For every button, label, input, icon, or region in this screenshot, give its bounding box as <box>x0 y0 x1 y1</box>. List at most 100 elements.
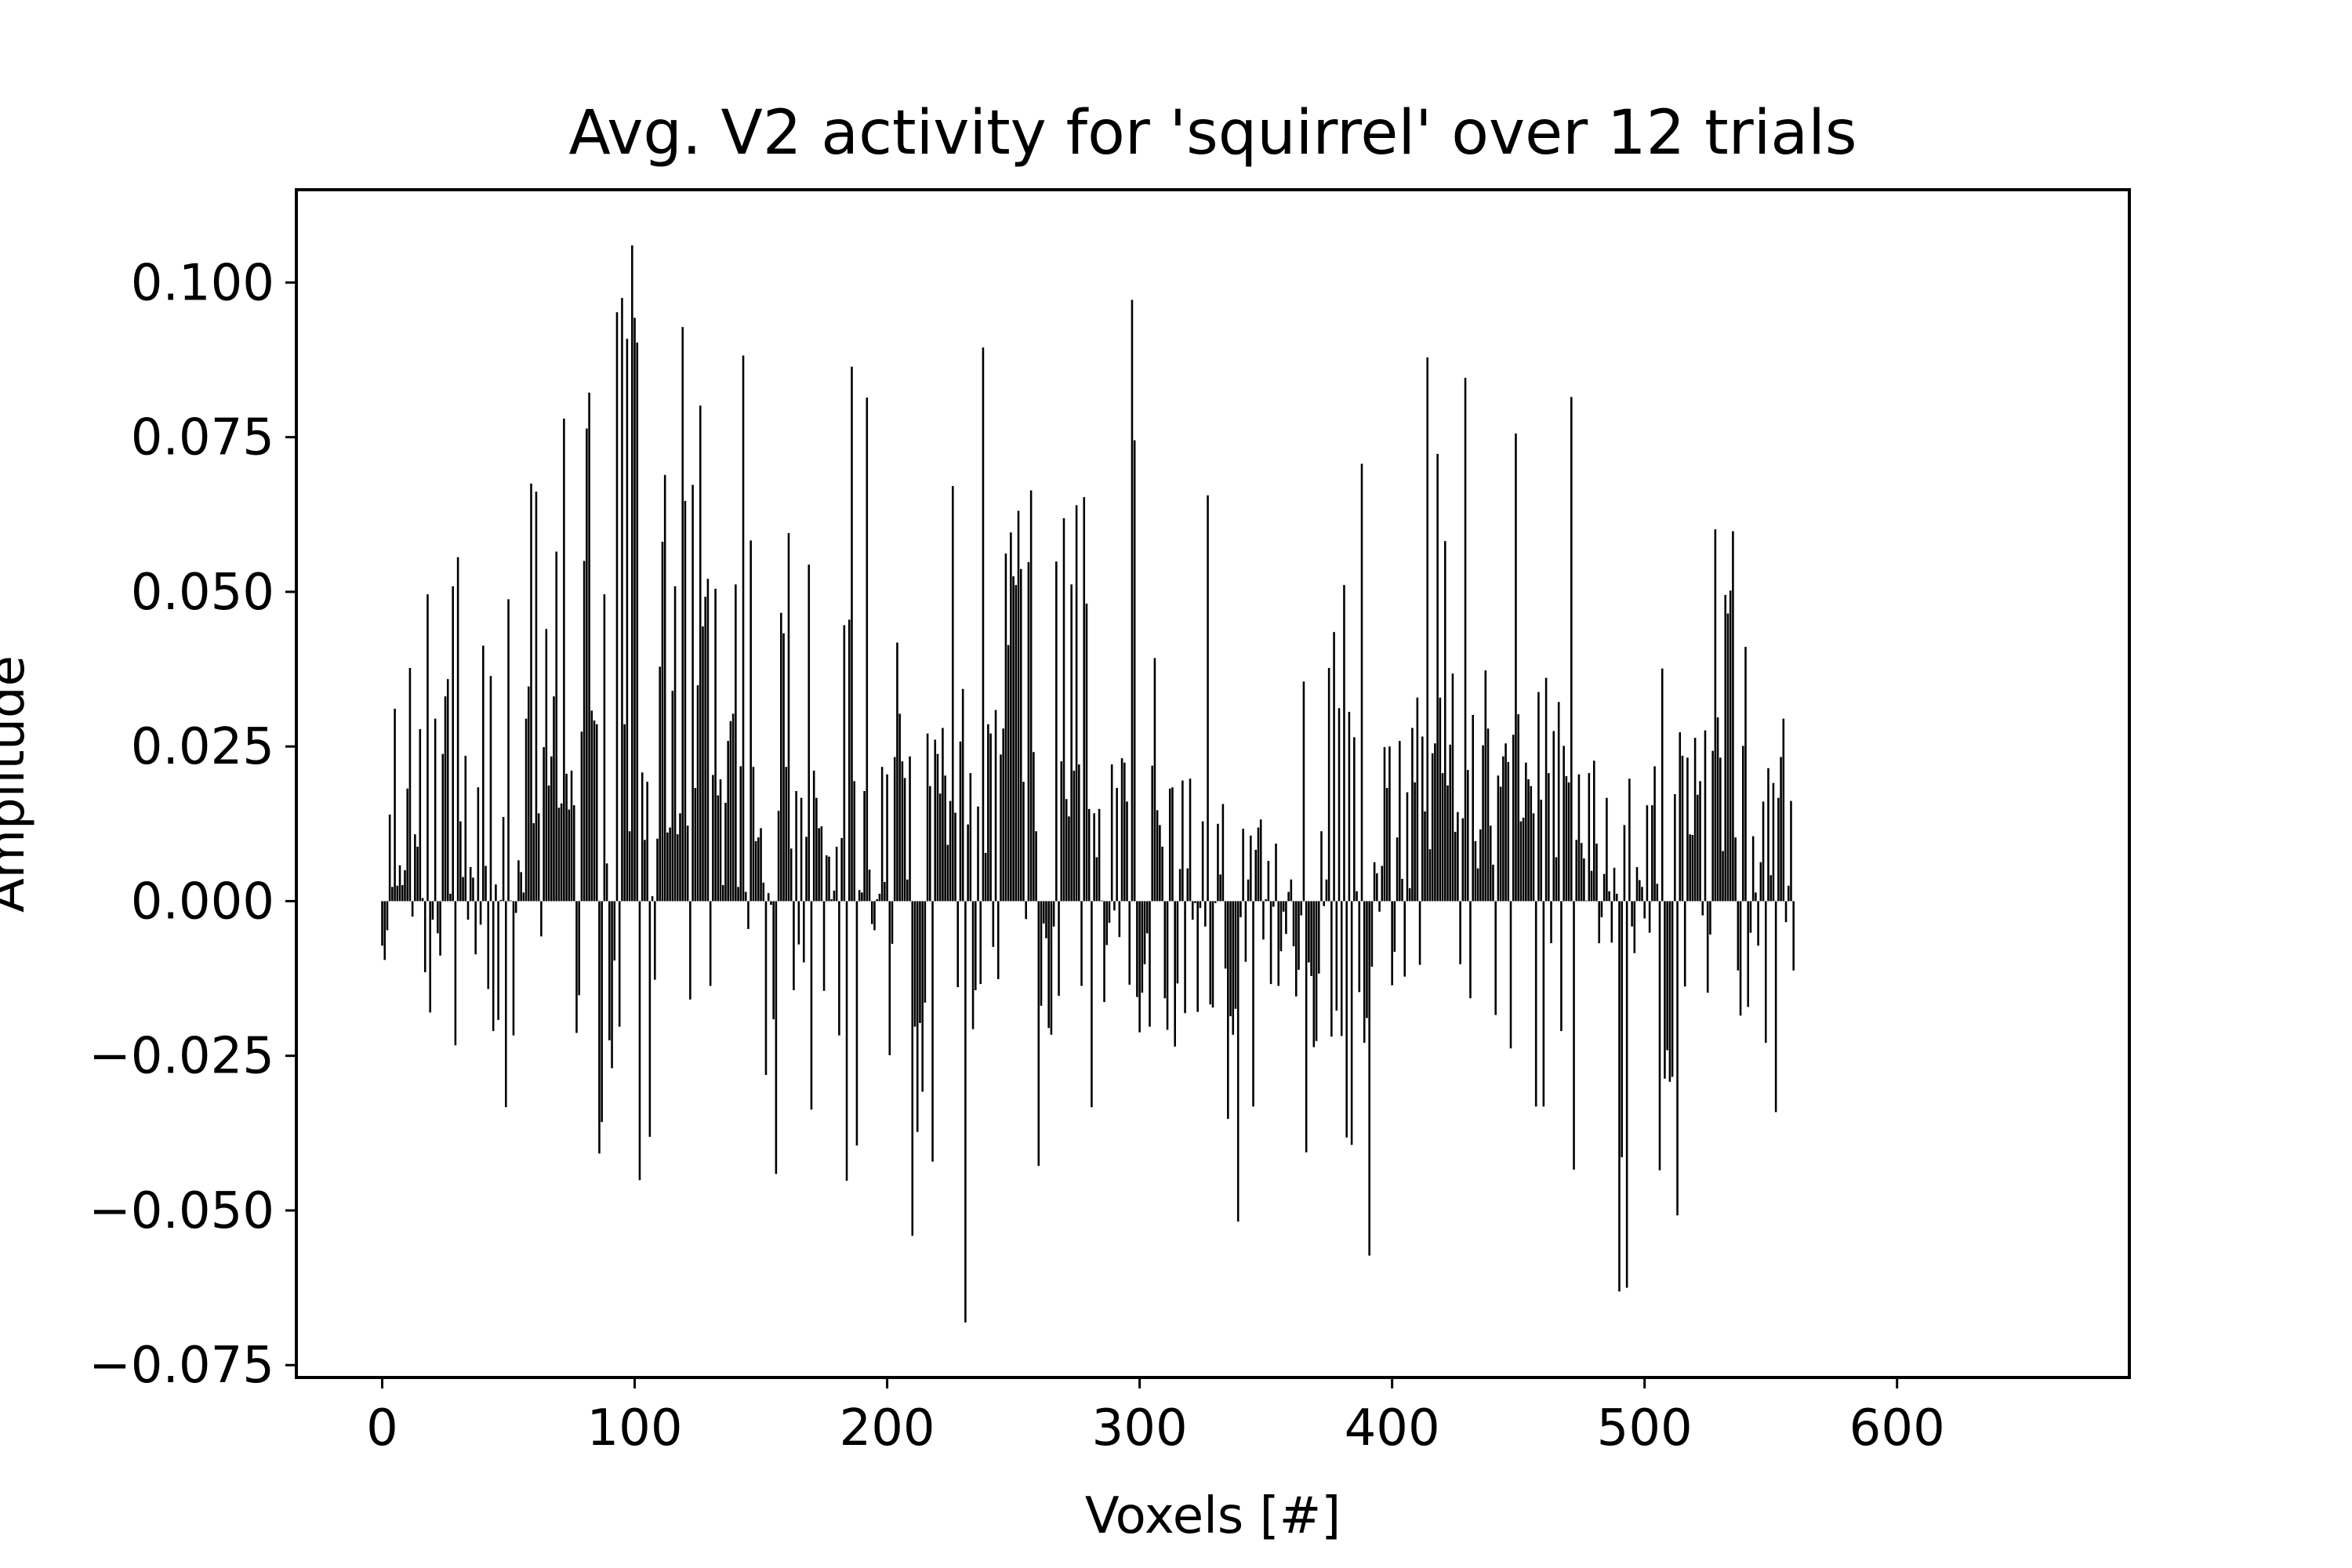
bar-voxel-325 <box>1201 821 1204 902</box>
bar-voxel-494 <box>1628 779 1631 902</box>
bar-voxel-556 <box>1784 901 1788 923</box>
bar-voxel-348 <box>1259 819 1262 902</box>
bar-voxel-375 <box>1327 667 1330 902</box>
bar-voxel-304 <box>1149 901 1151 1027</box>
bar-voxel-215 <box>924 901 927 1003</box>
bar-voxel-17 <box>423 901 426 973</box>
bar-voxel-479 <box>1590 870 1593 902</box>
bar-voxel-22 <box>437 901 439 934</box>
bar-voxel-88 <box>603 594 606 902</box>
y-tick-label: −0.050 <box>89 1182 274 1240</box>
bar-voxel-406 <box>1406 792 1409 902</box>
bar-voxel-146 <box>750 540 752 902</box>
bar-voxel-367 <box>1308 901 1310 963</box>
bar-voxel-134 <box>719 779 722 902</box>
bar-voxel-181 <box>838 901 840 1036</box>
bar-voxel-387 <box>1358 901 1361 993</box>
bar-voxel-137 <box>727 741 729 902</box>
bar-voxel-2 <box>386 901 389 931</box>
bar-voxel-382 <box>1345 901 1348 1138</box>
bar-voxel-352 <box>1269 901 1272 985</box>
bar-voxel-485 <box>1606 797 1608 902</box>
bar-voxel-69 <box>555 551 557 902</box>
bar-voxel-269 <box>1060 761 1063 902</box>
x-tick-label: 500 <box>1597 1399 1693 1457</box>
bar-voxel-530 <box>1719 757 1722 902</box>
bar-voxel-548 <box>1764 901 1767 1044</box>
bar-voxel-199 <box>884 881 886 902</box>
bar-voxel-273 <box>1070 584 1073 902</box>
bar-voxel-449 <box>1515 433 1517 902</box>
bar-voxel-542 <box>1749 901 1752 933</box>
bar-voxel-399 <box>1388 746 1391 902</box>
bar-voxel-275 <box>1075 505 1078 902</box>
bar-voxel-261 <box>1040 901 1043 1006</box>
bar-voxel-254 <box>1022 782 1025 902</box>
bar-voxel-54 <box>517 860 520 902</box>
bar-voxel-201 <box>888 901 891 1055</box>
bar-voxel-476 <box>1583 858 1585 902</box>
bar-voxel-321 <box>1191 901 1194 920</box>
bar-voxel-281 <box>1091 901 1093 1108</box>
bar-voxel-8 <box>401 884 404 902</box>
bar-voxel-99 <box>631 245 633 902</box>
bar-voxel-393 <box>1373 862 1376 902</box>
bar-voxel-190 <box>861 892 863 902</box>
bar-voxel-218 <box>931 901 934 1162</box>
bar-voxel-195 <box>873 901 876 931</box>
bar-voxel-110 <box>659 666 662 902</box>
bar-voxel-236 <box>977 806 979 902</box>
bar-voxel-39 <box>479 901 482 925</box>
x-tick-label: 400 <box>1345 1399 1440 1457</box>
bar-voxel-169 <box>808 564 811 902</box>
bar-voxel-163 <box>793 901 795 991</box>
bar-voxel-249 <box>1010 532 1012 902</box>
bar-voxel-286 <box>1103 901 1105 1003</box>
bar-voxel-501 <box>1646 805 1649 902</box>
bar-voxel-411 <box>1418 901 1421 965</box>
bar-voxel-185 <box>848 619 851 902</box>
bar-voxel-323 <box>1196 901 1199 1012</box>
bar-voxel-288 <box>1108 901 1111 924</box>
bar-voxel-189 <box>858 890 861 902</box>
bar-voxel-84 <box>593 720 596 902</box>
bar-voxel-129 <box>706 579 710 902</box>
bar-voxel-200 <box>886 774 888 902</box>
x-tick-label: 200 <box>839 1399 935 1457</box>
bar-voxel-211 <box>913 901 916 1027</box>
bar-voxel-436 <box>1482 745 1484 902</box>
bar-voxel-303 <box>1145 901 1149 934</box>
bar-voxel-37 <box>474 901 477 955</box>
bar-voxel-403 <box>1399 741 1401 902</box>
bar-voxel-142 <box>739 766 742 902</box>
bar-voxel-415 <box>1428 849 1432 902</box>
bar-voxel-549 <box>1767 768 1769 902</box>
bar-voxel-25 <box>444 696 447 902</box>
bar-voxel-394 <box>1376 873 1378 902</box>
bar-voxel-106 <box>648 901 652 1138</box>
bar-voxel-128 <box>704 597 706 902</box>
bar-voxel-207 <box>903 778 906 902</box>
bar-voxel-341 <box>1242 829 1244 902</box>
bar-voxel-469 <box>1565 776 1568 902</box>
bar-voxel-52 <box>512 901 515 1036</box>
bar-voxel-103 <box>641 772 644 902</box>
bar-voxel-541 <box>1747 901 1750 1007</box>
bar-voxel-71 <box>560 803 563 902</box>
bar-voxel-377 <box>1333 632 1335 902</box>
y-tick-label: −0.075 <box>89 1337 274 1395</box>
bar-voxel-354 <box>1275 844 1277 902</box>
bar-voxel-102 <box>638 901 641 1181</box>
bar-voxel-210 <box>911 901 914 1236</box>
bar-voxel-408 <box>1411 728 1414 902</box>
bar-voxel-5 <box>394 709 396 902</box>
bar-voxel-425 <box>1454 832 1457 902</box>
bar-voxel-152 <box>764 901 768 1076</box>
bar-voxel-65 <box>545 629 548 902</box>
bar-voxel-44 <box>492 901 495 1032</box>
bar-voxel-435 <box>1479 829 1482 902</box>
bar-voxel-246 <box>1002 728 1004 902</box>
bar-voxel-527 <box>1711 750 1714 902</box>
bar-voxel-371 <box>1317 901 1320 974</box>
bar-voxel-150 <box>760 828 762 902</box>
